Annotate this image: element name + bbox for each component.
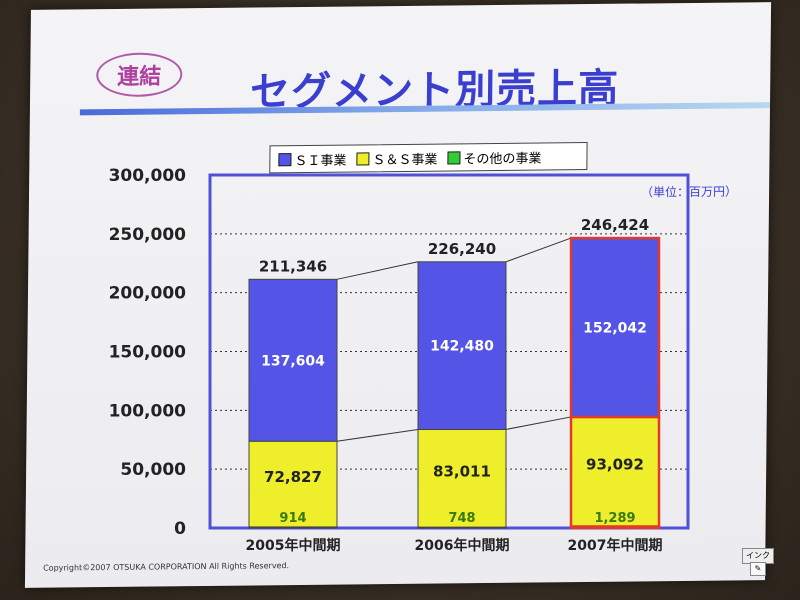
si-value-label: 152,042 — [583, 320, 647, 336]
bar-si — [569, 236, 661, 419]
pen-icon[interactable]: ✎ — [750, 562, 766, 576]
bar-ss — [417, 428, 507, 528]
y-tick-label: 0 — [174, 519, 186, 539]
bar-si — [248, 278, 338, 442]
y-tick-label: 250,000 — [109, 225, 187, 245]
category-label: 2007年中間期 — [568, 537, 663, 554]
other-value-label: 748 — [448, 511, 475, 526]
connector-line — [505, 237, 572, 263]
connector-line — [505, 416, 572, 430]
si-value-label: 137,604 — [261, 353, 325, 369]
bar-ss — [569, 415, 661, 528]
y-tick-label: 150,000 — [109, 343, 187, 363]
other-value-label: 1,289 — [594, 511, 635, 526]
connector-line — [336, 261, 419, 280]
y-tick-label: 100,000 — [109, 401, 187, 421]
si-value-label: 142,480 — [430, 339, 494, 355]
category-label: 2005年中間期 — [246, 537, 341, 554]
ss-value-label: 72,827 — [264, 468, 322, 486]
y-tick-label: 200,000 — [109, 284, 187, 304]
y-tick-label: 300,000 — [109, 166, 187, 186]
y-tick-label: 50,000 — [120, 460, 186, 480]
ss-value-label: 83,011 — [433, 462, 491, 480]
total-label: 226,240 — [428, 240, 496, 258]
category-label: 2006年中間期 — [415, 537, 510, 554]
bar-ss — [248, 440, 338, 528]
connector-line — [336, 428, 419, 442]
ss-value-label: 93,092 — [586, 456, 644, 474]
total-label: 246,424 — [581, 216, 649, 234]
total-label: 211,346 — [259, 257, 327, 275]
bar-si — [417, 261, 507, 430]
other-value-label: 914 — [279, 511, 306, 526]
